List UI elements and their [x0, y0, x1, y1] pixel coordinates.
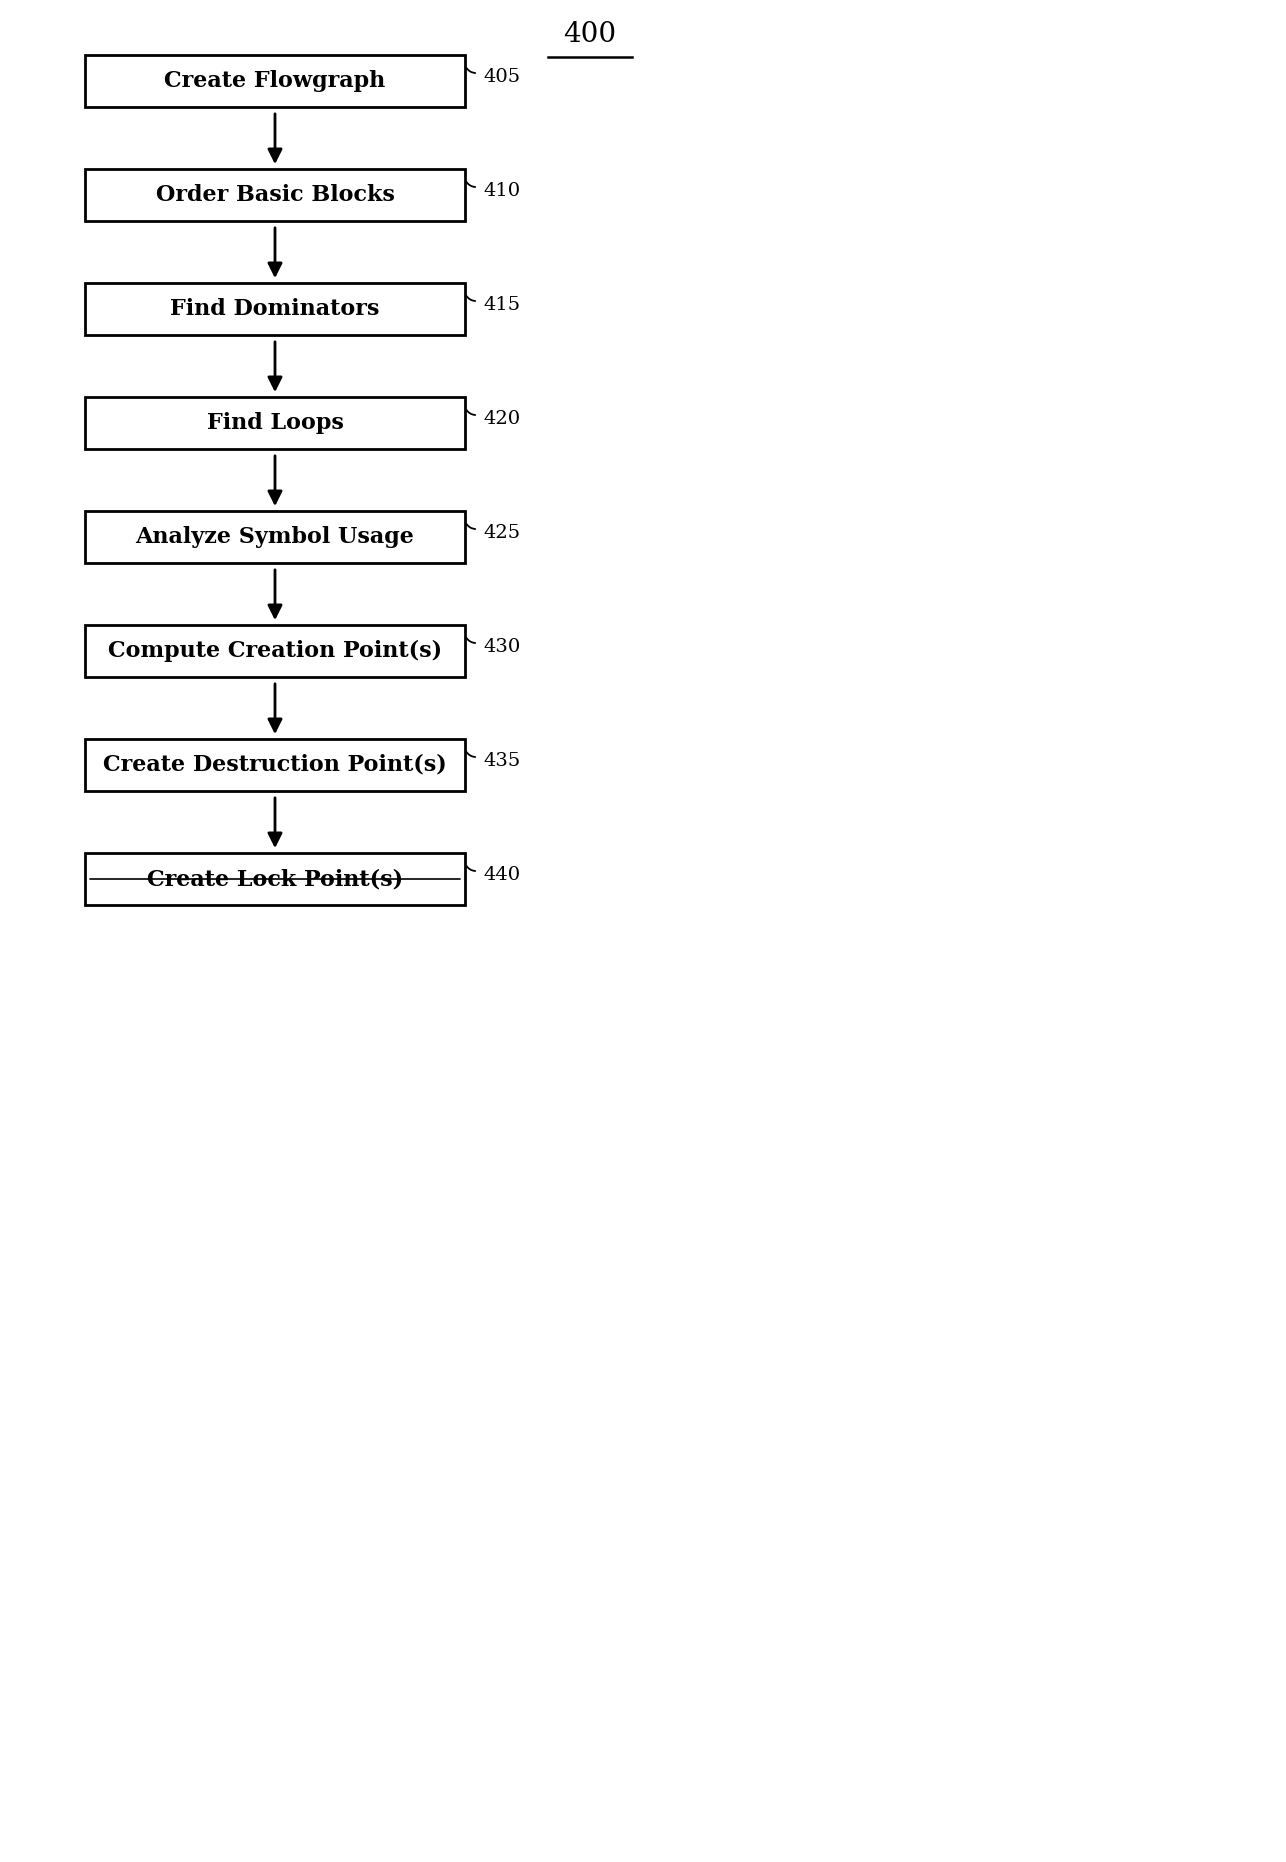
Text: Create Lock Point(s): Create Lock Point(s) [147, 868, 403, 890]
Text: 435: 435 [484, 752, 521, 771]
Bar [85, 169, 466, 222]
Bar [85, 56, 466, 106]
Text: Create Flowgraph: Create Flowgraph [165, 71, 386, 91]
Bar [85, 739, 466, 791]
Text: 425: 425 [484, 523, 520, 542]
Bar [85, 853, 466, 905]
Text: Create Destruction Point(s): Create Destruction Point(s) [103, 754, 446, 776]
Text: 430: 430 [484, 639, 521, 655]
Bar [85, 510, 466, 562]
Text: 410: 410 [484, 182, 520, 199]
Text: Analyze Symbol Usage: Analyze Symbol Usage [135, 525, 414, 547]
Text: 420: 420 [484, 410, 520, 428]
Bar [85, 283, 466, 335]
Text: Find Loops: Find Loops [207, 412, 343, 434]
Bar [85, 397, 466, 449]
Bar [85, 626, 466, 678]
Text: Order Basic Blocks: Order Basic Blocks [156, 184, 395, 207]
Text: 415: 415 [484, 296, 520, 315]
Text: Find Dominators: Find Dominators [170, 298, 379, 320]
Text: 440: 440 [484, 866, 520, 884]
Text: 405: 405 [484, 69, 520, 86]
Text: 400: 400 [563, 22, 616, 48]
Text: Compute Creation Point(s): Compute Creation Point(s) [108, 641, 442, 663]
